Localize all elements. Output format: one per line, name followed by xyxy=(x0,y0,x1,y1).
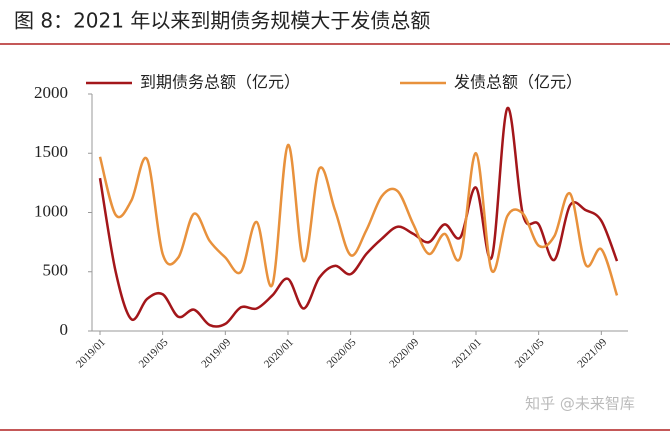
legend-label: 发债总额（亿元） xyxy=(454,73,582,92)
line xyxy=(98,106,619,328)
x-tick-label: 2019/01 xyxy=(74,336,108,370)
x-tick-label: 2019/09 xyxy=(199,336,233,370)
legend-label: 到期债务总额（亿元） xyxy=(140,73,300,92)
x-tick-label: 2020/05 xyxy=(325,336,359,370)
y-tick-label: 1000 xyxy=(34,201,68,220)
x-tick-label: 2021/01 xyxy=(450,336,484,370)
y-tick-label: 2000 xyxy=(34,83,68,102)
watermark: 知乎 @未来智库 xyxy=(525,395,635,413)
y-tick-label: 1500 xyxy=(34,142,68,161)
line xyxy=(98,143,619,296)
x-tick-label: 2020/01 xyxy=(262,336,296,370)
x-tick-label: 2021/09 xyxy=(575,336,609,370)
x-tick-label: 2019/05 xyxy=(137,336,171,370)
chart-title: 图 8：2021 年以来到期债务规模大于发债总额 xyxy=(14,9,430,33)
y-tick-label: 500 xyxy=(43,261,69,280)
x-tick-label: 2021/05 xyxy=(513,336,547,370)
y-tick-label: 0 xyxy=(60,320,69,339)
x-tick-label: 2020/09 xyxy=(387,336,421,370)
